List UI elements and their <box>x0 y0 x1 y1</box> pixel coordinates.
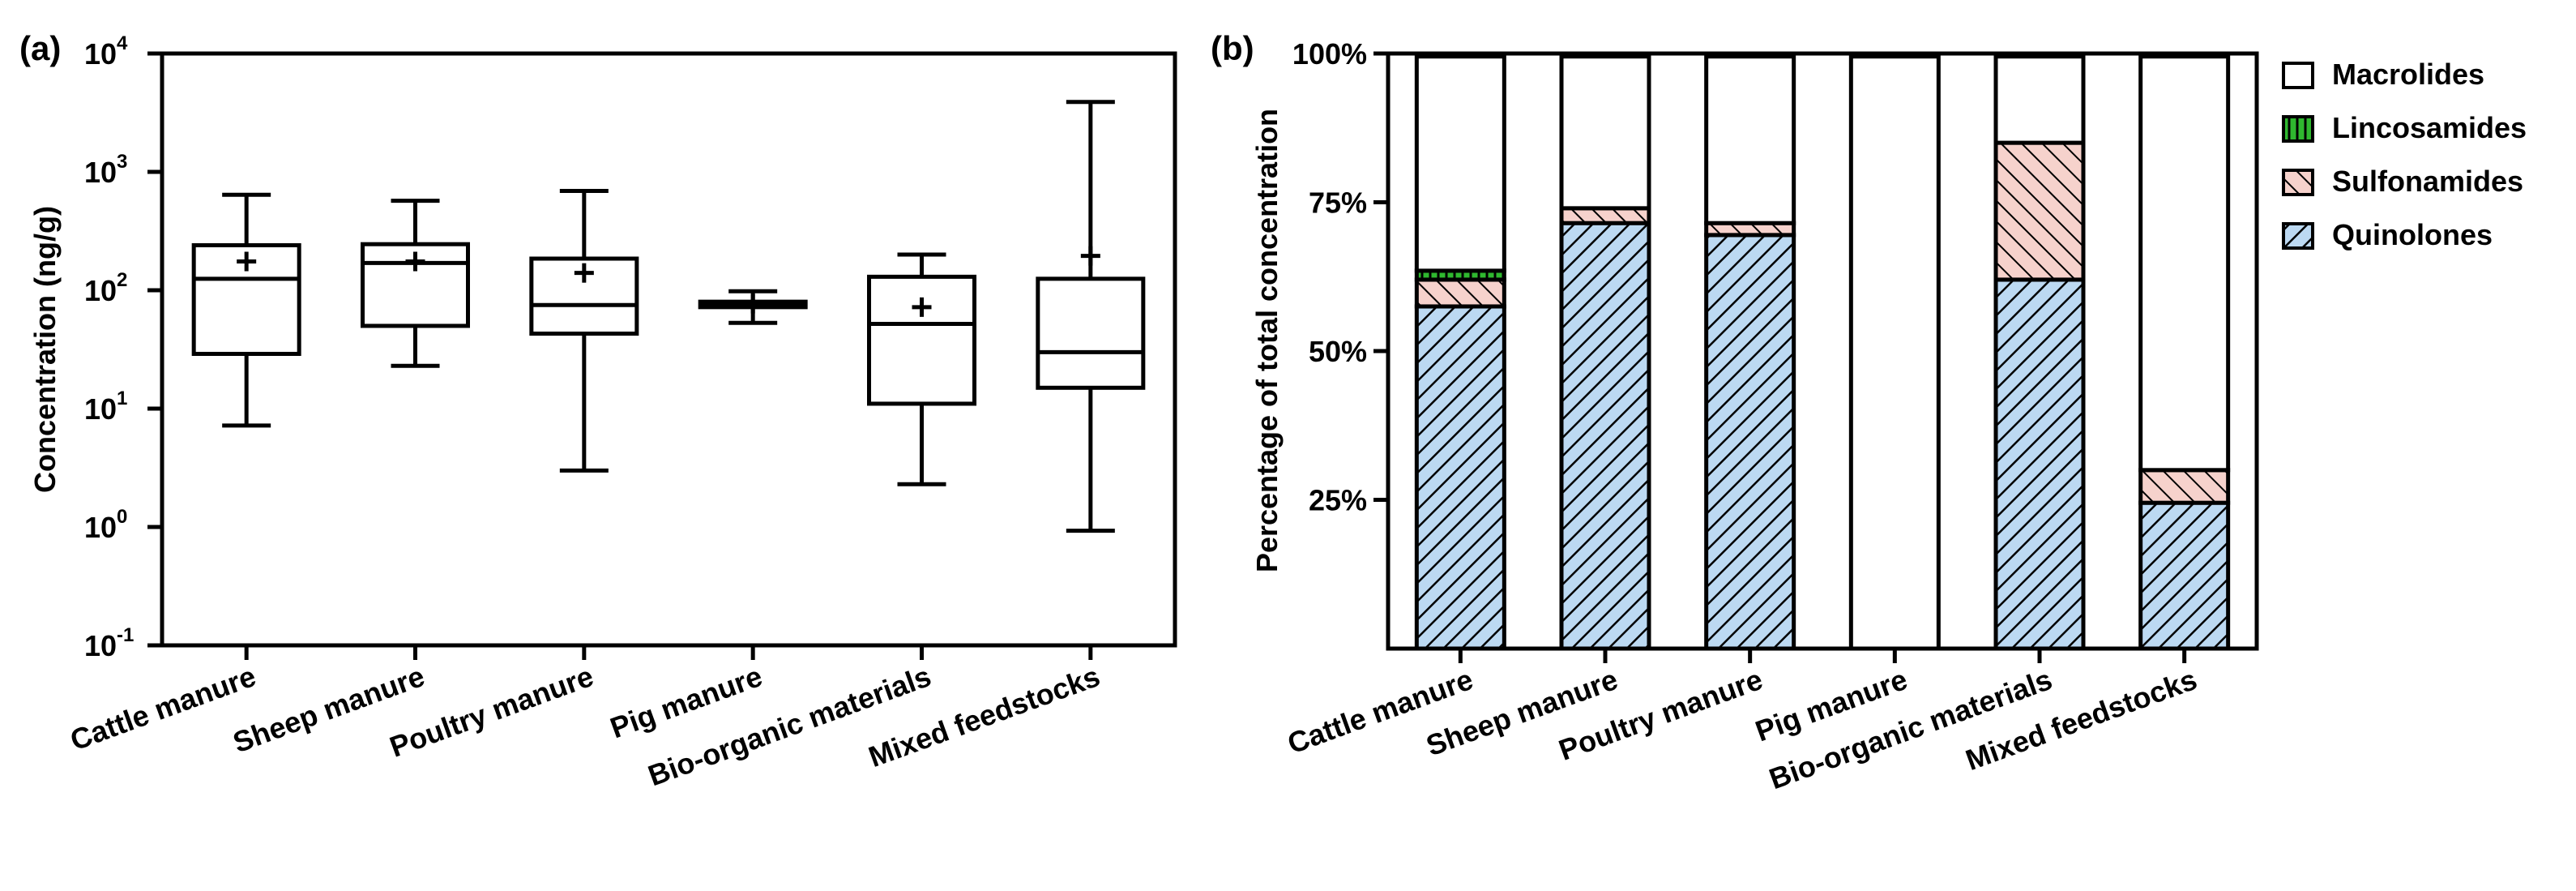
y-tick-exponent: 0 <box>117 506 127 528</box>
bar-segment-sulfonamides <box>1993 140 2086 282</box>
bar-segment-macrolides <box>2138 54 2231 473</box>
y-tick-exponent: 3 <box>117 151 127 173</box>
bar-segment-macrolides <box>1414 54 1506 273</box>
iqr-box <box>867 274 976 406</box>
box-pig-manure <box>698 289 808 325</box>
panel-b-plot-frame <box>1386 51 2259 651</box>
legend-item-macrolides: Macrolides <box>2282 58 2484 91</box>
iqr-box <box>1036 276 1146 390</box>
y-tick-exponent: 2 <box>117 269 127 291</box>
bar-segment-quinolones <box>1704 233 1796 651</box>
legend-swatch <box>2282 62 2314 89</box>
y-tick-exponent: 4 <box>117 32 128 54</box>
legend-item-quinolones: Quinolones <box>2282 218 2493 251</box>
bar-pig-manure <box>1848 54 1941 651</box>
panel-a-y-axis-label: Concentration (ng/g) <box>28 206 62 493</box>
box-poultry-manure <box>529 189 639 473</box>
bar-segment-quinolones <box>2138 500 2231 651</box>
y-tick-label: 100% <box>1292 37 1367 71</box>
y-tick-label: 101 <box>84 388 127 426</box>
y-tick-label: 50% <box>1309 335 1367 368</box>
bar-segment-sulfonamides <box>1414 277 1506 309</box>
box-cattle-manure <box>191 192 301 428</box>
bar-segment-macrolides <box>1559 54 1651 211</box>
legend-swatch <box>2282 169 2314 196</box>
legend-item-sulfonamides: Sulfonamides <box>2282 165 2523 198</box>
bar-segment-macrolides <box>1993 54 2086 145</box>
panel-a-plot-frame <box>160 51 1177 648</box>
bar-poultry-manure <box>1704 54 1796 651</box>
x-tick-label: Bio-organic materials <box>643 659 935 792</box>
legend-swatch <box>2282 222 2314 250</box>
y-tick-label: 100 <box>84 506 127 544</box>
box-sheep-manure <box>361 199 470 368</box>
bar-cattle-manure <box>1414 54 1506 651</box>
bar-segment-sulfonamides <box>2138 468 2231 505</box>
bar-segment-quinolones <box>1993 277 2086 651</box>
legend-label: Quinolones <box>2332 218 2493 251</box>
bar-mixed-feedstocks <box>2138 54 2231 651</box>
bar-segment-quinolones <box>1559 221 1651 651</box>
x-tick-label: Cattle manure <box>66 659 260 757</box>
bar-sheep-manure <box>1559 54 1651 651</box>
legend-label: Macrolides <box>2332 58 2484 91</box>
bar-segment-macrolides <box>1704 54 1796 225</box>
y-tick-label: 103 <box>84 151 127 189</box>
bar-bio-organic-materials <box>1993 54 2086 651</box>
bar-segment-macrolides <box>1848 54 1941 651</box>
legend-label: Sulfonamides <box>2332 165 2523 198</box>
panel-a-label: (a) <box>19 29 61 67</box>
box-mixed-feedstocks <box>1036 100 1146 533</box>
panel-b-y-axis-label: Percentage of total concentration <box>1250 109 1284 572</box>
legend-item-lincosamides: Lincosamides <box>2282 111 2527 144</box>
y-tick-label: 75% <box>1309 186 1367 220</box>
y-tick-exponent: -1 <box>117 624 134 646</box>
iqr-box <box>361 242 470 328</box>
legend-swatch <box>2282 115 2314 143</box>
y-tick-label: 10-1 <box>84 624 134 662</box>
bar-segment-sulfonamides <box>1559 206 1651 225</box>
y-tick-label: 25% <box>1309 484 1367 517</box>
panel-b-label: (b) <box>1211 29 1254 67</box>
box-bio-organic-materials <box>867 252 976 486</box>
y-tick-label: 102 <box>84 269 127 307</box>
bar-segment-quinolones <box>1414 304 1506 651</box>
y-tick-label: 104 <box>84 32 128 71</box>
legend: Macrolides Lincosamides Sulfonamides Quinol… <box>2282 58 2527 251</box>
legend-label: Lincosamides <box>2332 111 2527 144</box>
y-tick-exponent: 1 <box>117 388 127 409</box>
